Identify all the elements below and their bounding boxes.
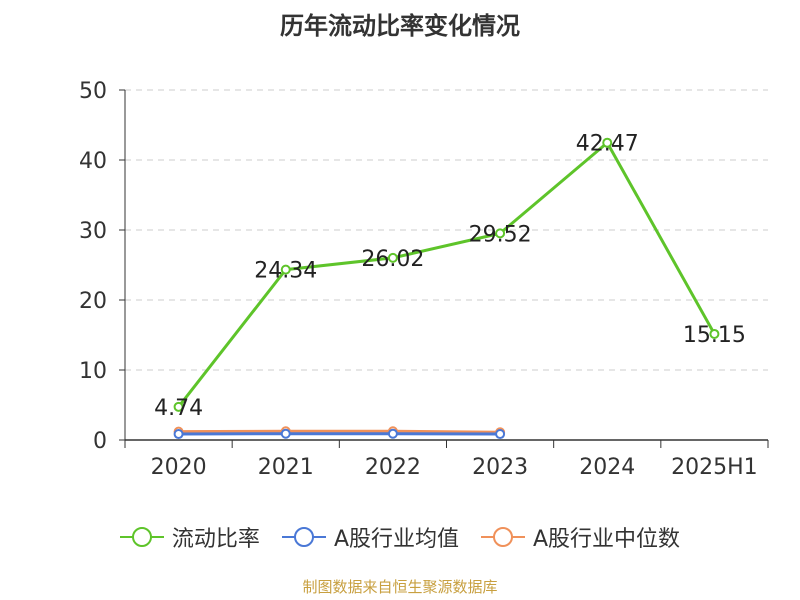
- y-tick-label: 40: [79, 149, 107, 174]
- x-tick-label: 2023: [472, 455, 528, 480]
- legend-item[interactable]: 流动比率: [119, 521, 260, 553]
- series-line: [177, 141, 716, 408]
- data-point[interactable]: [495, 228, 506, 239]
- data-label: 42.47: [576, 132, 639, 157]
- data-point[interactable]: [387, 252, 398, 263]
- chart-title: 历年流动比率变化情况: [280, 12, 520, 40]
- x-tick-label: 2024: [579, 455, 635, 480]
- y-tick-label: 50: [79, 79, 107, 104]
- y-tick-label: 20: [79, 289, 107, 314]
- gridlines: [125, 89, 768, 371]
- x-tick-label: 2021: [258, 455, 314, 480]
- x-tick-label: 2025H1: [671, 455, 758, 480]
- legend-circle: [131, 527, 152, 547]
- legend-symbol-icon: [281, 527, 326, 547]
- y-tick-label: 30: [79, 219, 107, 244]
- data-point[interactable]: [387, 428, 398, 439]
- data-point[interactable]: [280, 264, 291, 275]
- data-point[interactable]: [173, 429, 184, 440]
- y-tick-label: 0: [93, 429, 107, 454]
- data-labels: 4.74 24.34 26.02 29.52 42.47 15.15: [154, 132, 746, 421]
- y-tick-label: 10: [79, 359, 107, 384]
- legend-label: 流动比率: [171, 527, 260, 552]
- legend-circle: [493, 527, 513, 547]
- source-footnote: 制图数据来自恒生聚源数据库: [302, 578, 498, 596]
- data-point[interactable]: [602, 137, 613, 148]
- data-label: 29.52: [469, 222, 532, 247]
- legend-circle: [293, 527, 314, 547]
- axes: 0 10 20 30 40 50 2020 2021 2022 2023 2024 2025H1: [79, 79, 769, 480]
- data-label: 4.74: [154, 396, 203, 421]
- data-label: 26.02: [361, 247, 424, 272]
- legend-label: A股行业中位数: [533, 527, 681, 552]
- data-point[interactable]: [495, 429, 506, 440]
- series-lines: [173, 137, 720, 440]
- legend-symbol-icon: [119, 527, 164, 547]
- data-label: 15.15: [683, 323, 746, 348]
- x-tick-label: 2020: [151, 455, 207, 480]
- series-line: [178, 429, 501, 434]
- data-point[interactable]: [280, 428, 291, 439]
- legend-item[interactable]: A股行业均值: [281, 521, 459, 553]
- legend-item[interactable]: A股行业中位数: [481, 521, 680, 553]
- legend[interactable]: 流动比率 A股行业均值 A股行业中位数: [0, 520, 800, 554]
- legend-symbol-icon: [481, 527, 525, 547]
- x-tick-label: 2022: [365, 455, 421, 480]
- legend-label: A股行业均值: [333, 527, 459, 552]
- data-label: 24.34: [254, 259, 317, 284]
- data-point[interactable]: [173, 401, 184, 412]
- data-point[interactable]: [709, 328, 720, 339]
